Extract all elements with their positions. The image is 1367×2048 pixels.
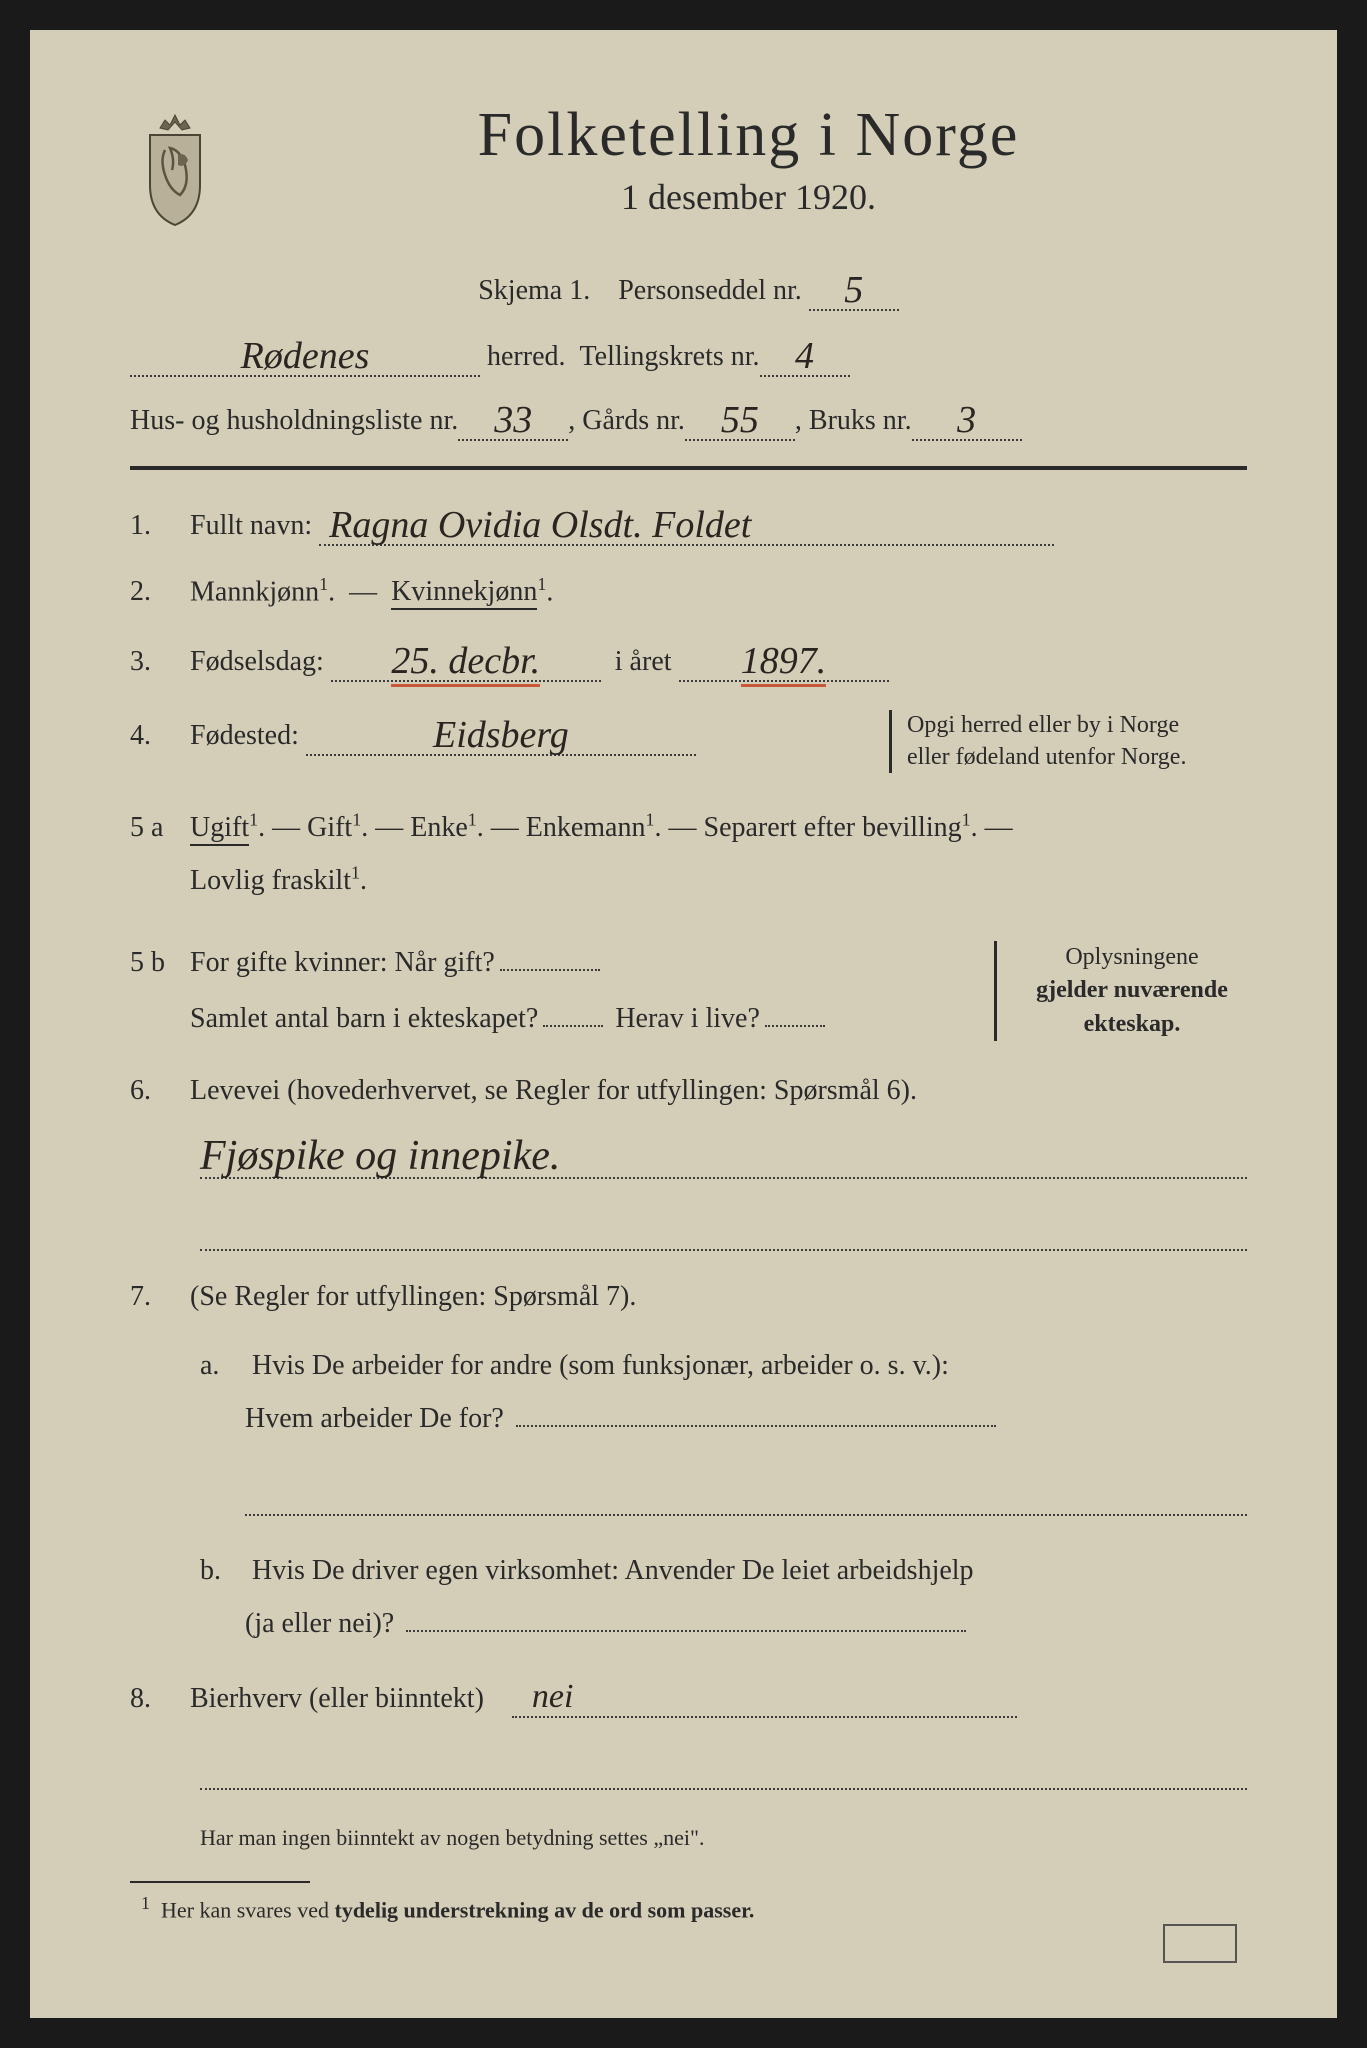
q6-label: Levevei (hovederhvervet, se Regler for u… xyxy=(190,1075,1247,1107)
q7b-letter: b. xyxy=(200,1546,245,1596)
q5a-lovlig: Lovlig fraskilt xyxy=(190,865,351,896)
question-3: 3. Fødselsdag: 25. decbr. i året 1897. xyxy=(130,636,1247,682)
herred-line: Rødenes herred. Tellingskrets nr. 4 xyxy=(130,331,1247,377)
question-7b: b. Hvis De driver egen virksomhet: Anven… xyxy=(200,1546,1247,1649)
skjema-label: Skjema 1. xyxy=(478,275,590,306)
q5b-line1: For gifte kvinner: Når gift? xyxy=(190,947,495,978)
q7b-text1: Hvis De driver egen virksomhet: Anvender… xyxy=(252,1555,974,1586)
question-5a: 5 a Ugift1. — Gift1. — Enke1. — Enkemann… xyxy=(130,801,1247,907)
divider xyxy=(130,466,1247,470)
question-8: 8. Bierhverv (eller biinntekt) nei xyxy=(130,1678,1247,1718)
date-subtitle: 1 desember 1920. xyxy=(250,176,1247,218)
q7-label: (Se Regler for utfyllingen: Spørsmål 7). xyxy=(190,1281,1247,1313)
q2-mann: Mannkjønn xyxy=(190,576,319,607)
q7a-text2: Hvem arbeider De for? xyxy=(245,1403,504,1434)
q5b-line2a: Samlet antal barn i ekteskapet? xyxy=(190,1003,538,1034)
q5a-num: 5 a xyxy=(130,812,190,844)
coat-of-arms-icon xyxy=(130,110,220,230)
page-border: Folketelling i Norge 1 desember 1920. Sk… xyxy=(0,0,1367,2048)
q6-value: Fjøspike og innepike. xyxy=(200,1132,560,1180)
footnote-nei: Har man ingen biinntekt av nogen betydni… xyxy=(200,1825,1247,1851)
main-title: Folketelling i Norge xyxy=(250,100,1247,171)
q4-label: Fødested: xyxy=(190,720,299,751)
bruks-label: Bruks nr. xyxy=(809,405,912,437)
personseddel-label: Personseddel nr. xyxy=(618,275,802,306)
q1-num: 1. xyxy=(130,510,190,542)
q5a-enke: Enke xyxy=(410,812,468,843)
q8-num: 8. xyxy=(130,1683,190,1715)
herred-value: Rødenes xyxy=(241,335,370,377)
q4-bracket-note: Opgi herred eller by i Norge eller fødel… xyxy=(889,710,1247,772)
q7a-text1: Hvis De arbeider for andre (som funksjon… xyxy=(252,1350,949,1381)
q6-blank-line xyxy=(200,1209,1247,1251)
gards-value: 55 xyxy=(721,399,759,441)
q5b-num: 5 b xyxy=(130,947,190,979)
header: Folketelling i Norge 1 desember 1920. xyxy=(130,100,1247,230)
q8-label: Bierhverv (eller biinntekt) xyxy=(190,1683,484,1714)
question-7a: a. Hvis De arbeider for andre (som funks… xyxy=(200,1341,1247,1444)
tellingskrets-label: Tellingskrets nr. xyxy=(580,341,760,373)
q5b-line2b: Herav i live? xyxy=(615,1003,760,1034)
husliste-value: 33 xyxy=(494,399,532,441)
question-5b: 5 b For gifte kvinner: Når gift? Samlet … xyxy=(130,935,1247,1047)
q1-label: Fullt navn: xyxy=(190,510,312,541)
q5a-enkemann: Enkemann xyxy=(526,812,646,843)
footnote-underline: 1 Her kan svares ved tydelig understrekn… xyxy=(130,1893,1247,1923)
gards-label: Gårds nr. xyxy=(582,405,685,437)
title-block: Folketelling i Norge 1 desember 1920. xyxy=(250,100,1247,218)
q4-value: Eidsberg xyxy=(433,714,569,756)
tellingskrets-value: 4 xyxy=(795,335,814,377)
q3-year-label: i året xyxy=(615,646,672,677)
q8-value: nei xyxy=(532,1678,574,1715)
q8-blank-line xyxy=(200,1748,1247,1790)
census-document: Folketelling i Norge 1 desember 1920. Sk… xyxy=(30,30,1337,2018)
q1-value: Ragna Ovidia Olsdt. Foldet xyxy=(329,504,751,546)
q3-day: 25. decbr. xyxy=(391,640,540,687)
footnote-rule xyxy=(130,1881,310,1883)
q6-answer-line: Fjøspike og innepike. xyxy=(200,1137,1247,1179)
hus-line: Hus- og husholdningsliste nr. 33 , Gårds… xyxy=(130,395,1247,441)
personseddel-value: 5 xyxy=(844,269,863,311)
question-7: 7. (Se Regler for utfyllingen: Spørsmål … xyxy=(130,1281,1247,1313)
herred-label: herred. xyxy=(487,341,566,373)
q7-num: 7. xyxy=(130,1281,190,1313)
q3-num: 3. xyxy=(130,646,190,678)
q2-num: 2. xyxy=(130,576,190,608)
q3-label: Fødselsdag: xyxy=(190,646,324,677)
question-4: 4. Fødested: Eidsberg Opgi herred eller … xyxy=(130,710,1247,772)
q5a-gift: Gift xyxy=(307,812,352,843)
bruks-value: 3 xyxy=(957,399,976,441)
q3-year: 1897. xyxy=(741,640,827,687)
q7a-letter: a. xyxy=(200,1341,245,1391)
printer-stamp xyxy=(1163,1924,1237,1963)
q6-num: 6. xyxy=(130,1075,190,1107)
question-2: 2. Mannkjønn1. — Kvinnekjønn1. xyxy=(130,574,1247,608)
q5a-ugift: Ugift xyxy=(190,812,249,846)
question-6: 6. Levevei (hovederhvervet, se Regler fo… xyxy=(130,1075,1247,1107)
q2-kvinne: Kvinnekjønn xyxy=(391,576,537,610)
husliste-label: Hus- og husholdningsliste nr. xyxy=(130,405,458,437)
q4-num: 4. xyxy=(130,720,190,752)
q5b-bracket-note: Oplysningene gjelder nuværende ekteskap. xyxy=(994,941,1247,1042)
q7b-text2: (ja eller nei)? xyxy=(245,1608,394,1639)
q7a-blank-line xyxy=(245,1474,1247,1516)
question-1: 1. Fullt navn: Ragna Ovidia Olsdt. Folde… xyxy=(130,500,1247,546)
q5a-separert: Separert efter bevilling xyxy=(704,812,962,843)
skjema-line: Skjema 1. Personseddel nr. 5 xyxy=(130,265,1247,311)
